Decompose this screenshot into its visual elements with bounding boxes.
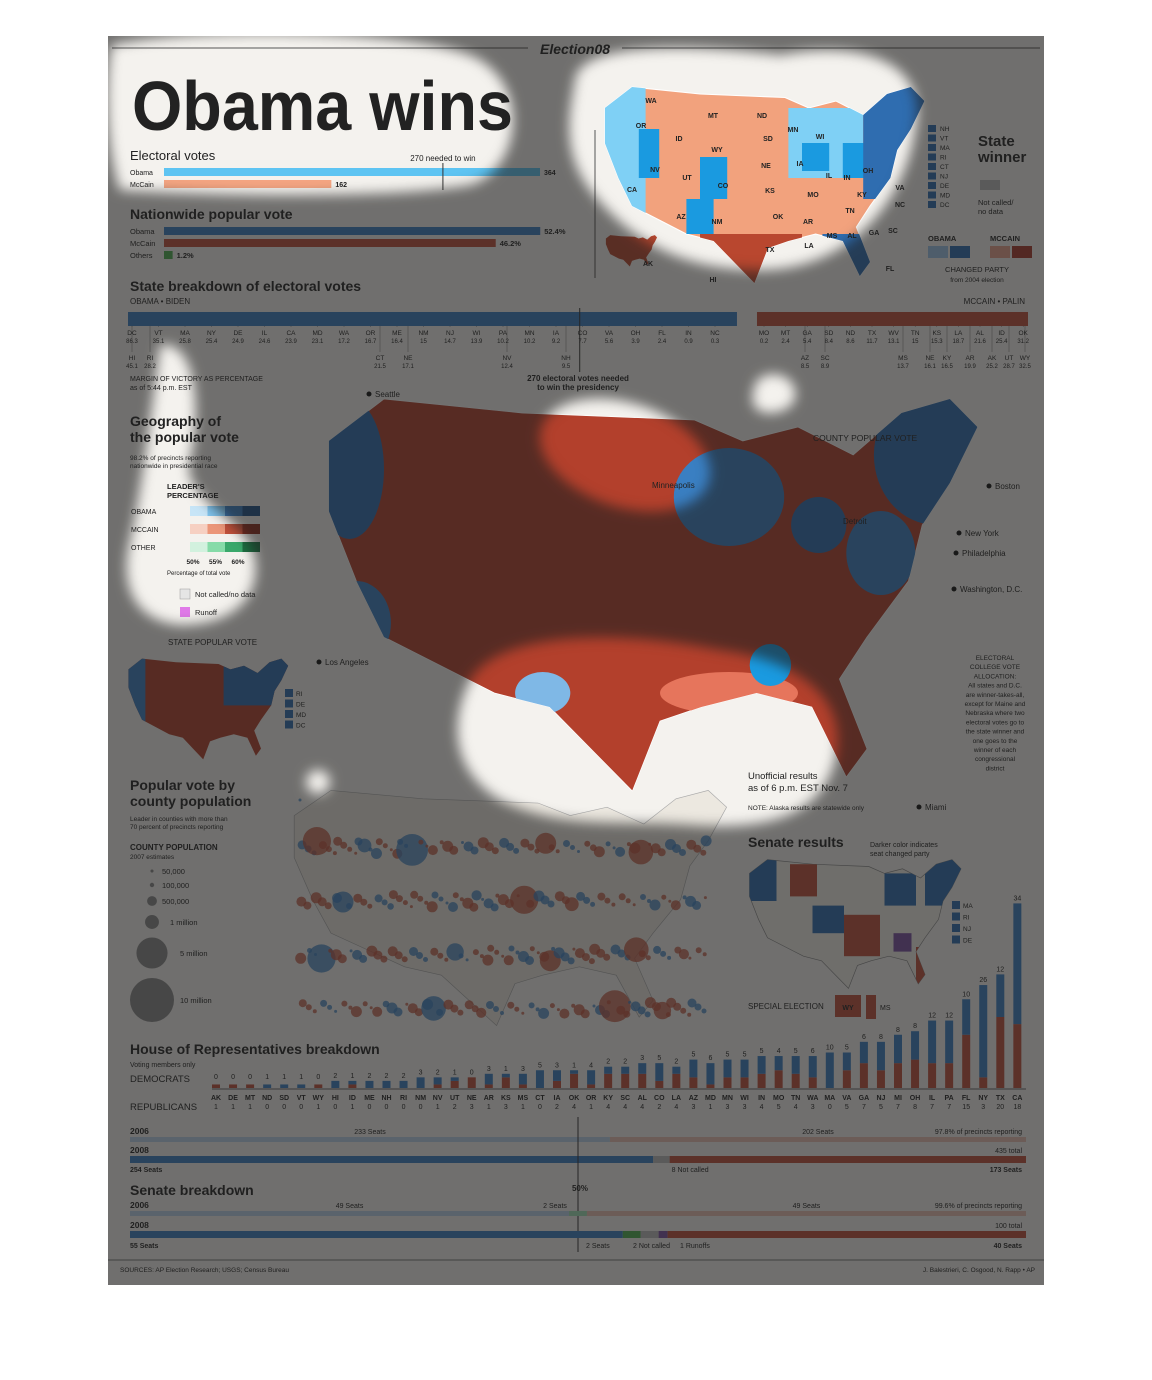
dim-overlay <box>108 36 1044 1285</box>
